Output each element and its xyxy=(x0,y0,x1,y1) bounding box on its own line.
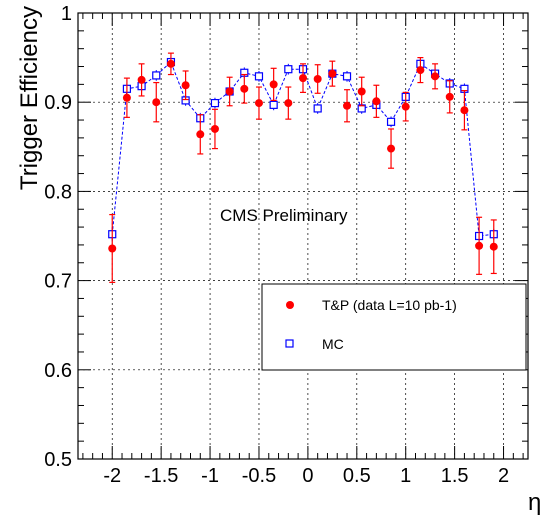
data-point xyxy=(431,72,440,81)
y-tick-label: 0.7 xyxy=(44,271,72,293)
mc-point xyxy=(342,72,352,81)
legend-marker-data xyxy=(286,301,294,309)
data-point xyxy=(269,80,278,89)
data-point xyxy=(460,106,469,115)
data-point xyxy=(196,130,205,139)
x-tick-label: 2 xyxy=(498,465,509,487)
data-point xyxy=(416,66,425,75)
x-axis-title: η xyxy=(528,489,541,516)
x-tick-label: -1 xyxy=(201,465,219,487)
plot-frame xyxy=(77,12,529,460)
y-axis-title: Trigger Efficiency xyxy=(16,6,43,190)
data-point xyxy=(166,59,175,68)
x-tick-label: -0.5 xyxy=(242,465,276,487)
tick-labels: -2 -1.5 -1 -0.5 0 0.5 1 1.5 2 0.5 0.6 0.7 0.8 0.9 1 xyxy=(44,3,509,487)
data-point xyxy=(343,101,352,110)
x-tick-label: 1 xyxy=(400,465,411,487)
x-tick-label: 0.5 xyxy=(343,465,371,487)
x-tick-label: 1.5 xyxy=(441,465,469,487)
data-point xyxy=(489,242,498,251)
data-point xyxy=(475,241,484,250)
data-point xyxy=(313,75,322,84)
grid xyxy=(78,13,528,459)
data-point xyxy=(357,87,366,96)
data-point xyxy=(387,144,396,153)
axis-ticks xyxy=(78,12,528,460)
y-tick-label: 0.6 xyxy=(44,360,72,382)
data-point xyxy=(240,84,249,93)
data-point xyxy=(137,75,146,84)
y-tick-label: 1 xyxy=(61,3,72,25)
data-point xyxy=(181,81,190,90)
legend-label-mc: MC xyxy=(322,336,344,352)
data-point xyxy=(254,99,263,108)
data-point xyxy=(445,92,454,101)
x-tick-label: -1.5 xyxy=(144,465,178,487)
mc-point xyxy=(284,65,293,74)
cms-preliminary-annotation: CMS Preliminary xyxy=(220,206,348,225)
y-tick-label: 0.8 xyxy=(44,181,72,203)
mc-point xyxy=(386,117,396,126)
x-tick-label: 0 xyxy=(302,465,313,487)
mc-point xyxy=(313,104,322,113)
legend-label-data: T&P (data L=10 pb-1) xyxy=(322,297,457,313)
data-point xyxy=(122,93,131,102)
data-series xyxy=(108,52,498,283)
legend-box xyxy=(261,283,527,371)
data-point xyxy=(401,102,410,111)
data-point xyxy=(372,97,381,106)
mc-point xyxy=(254,72,264,81)
legend-marker-mc xyxy=(285,339,294,348)
y-tick-label: 0.9 xyxy=(44,92,72,114)
data-point xyxy=(328,69,337,78)
mc-point xyxy=(152,71,161,80)
data-point xyxy=(152,98,161,107)
x-tick-label: -2 xyxy=(103,465,121,487)
y-tick-label: 0.5 xyxy=(44,449,72,471)
mc-point xyxy=(269,100,278,109)
data-point xyxy=(225,87,234,96)
data-point xyxy=(284,99,293,108)
data-point xyxy=(210,124,219,133)
mc-point xyxy=(210,98,220,108)
data-point xyxy=(108,244,117,253)
data-point xyxy=(299,74,307,83)
legend: T&P (data L=10 pb-1) MC xyxy=(261,283,527,371)
